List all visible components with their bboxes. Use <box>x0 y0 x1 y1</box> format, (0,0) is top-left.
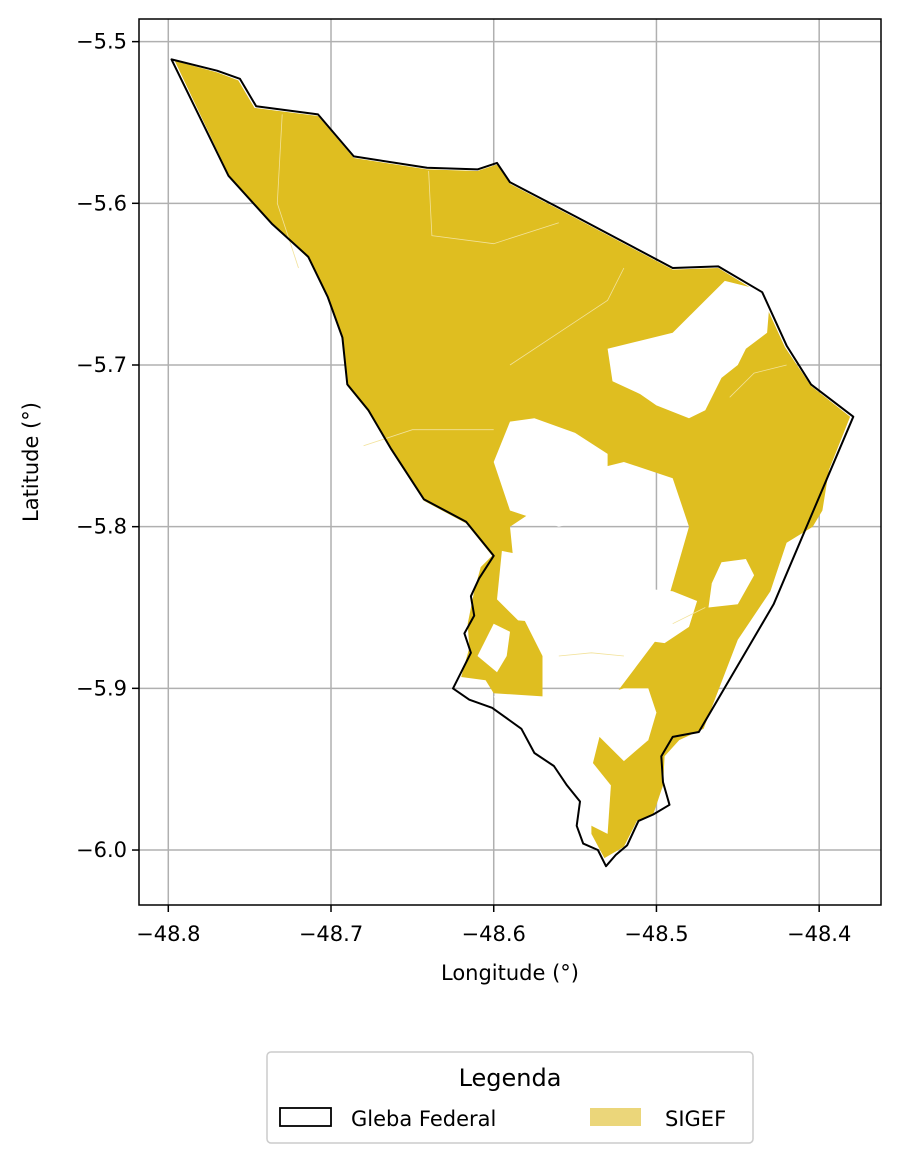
sigef-gaps-layer <box>477 280 771 834</box>
y-tick-label-0: −5.5 <box>76 30 127 54</box>
y-tick-label-4: −5.9 <box>76 676 127 700</box>
x-axis-ticks: −48.8 −48.7 −48.6 −48.5 −48.4 <box>136 905 851 946</box>
sigef-gap-7 <box>591 688 657 762</box>
x-tick-label-0: −48.8 <box>136 922 200 946</box>
x-axis-label: Longitude (°) <box>441 961 579 985</box>
plot-frame <box>138 18 882 906</box>
y-tick-label-2: −5.7 <box>76 353 127 377</box>
legend-title: Legenda <box>459 1064 562 1092</box>
x-tick-label-2: −48.6 <box>462 922 526 946</box>
sigef-gap-6 <box>493 696 576 753</box>
gleba-federal-boundary <box>170 58 855 868</box>
sigef-gap-2 <box>497 539 584 624</box>
sigef-gap-5 <box>477 623 510 673</box>
y-axis-ticks: −5.5 −5.6 −5.7 −5.8 −5.9 −6.0 <box>76 30 139 862</box>
legend-swatch-gleba <box>279 1107 332 1127</box>
parcel-boundary-2 <box>509 267 625 366</box>
parcel-boundary-0 <box>276 114 299 269</box>
sigef-gap-3 <box>583 588 698 644</box>
parcel-boundary-6 <box>672 607 706 625</box>
y-tick-label-1: −5.6 <box>76 191 127 215</box>
x-tick-label-1: −48.7 <box>299 922 363 946</box>
parcel-boundary-3 <box>363 429 494 447</box>
legend-label-gleba: Gleba Federal <box>351 1107 496 1131</box>
parcel-boundary-1 <box>428 170 559 245</box>
sigef-gap-4 <box>708 559 755 608</box>
legend-label-sigef: SIGEF <box>665 1107 726 1131</box>
parcel-boundaries <box>276 114 787 657</box>
y-tick-label-3: −5.8 <box>76 515 127 539</box>
legend-swatch-sigef <box>590 1108 641 1126</box>
sigef-gap-8 <box>584 761 611 834</box>
x-tick-label-4: −48.4 <box>787 922 851 946</box>
sigef-gap-1 <box>493 418 608 527</box>
legend: Legenda Gleba Federal SIGEF <box>266 1051 754 1144</box>
parcel-boundary-5 <box>729 364 787 398</box>
gleba-federal-layer <box>170 58 855 868</box>
parcel-boundary-4 <box>558 652 624 657</box>
sigef-gap-0 <box>607 280 771 419</box>
y-tick-label-5: −6.0 <box>76 838 127 862</box>
map-layers <box>170 58 855 868</box>
x-tick-label-3: −48.5 <box>624 922 688 946</box>
y-axis-label: Latitude (°) <box>19 402 43 522</box>
